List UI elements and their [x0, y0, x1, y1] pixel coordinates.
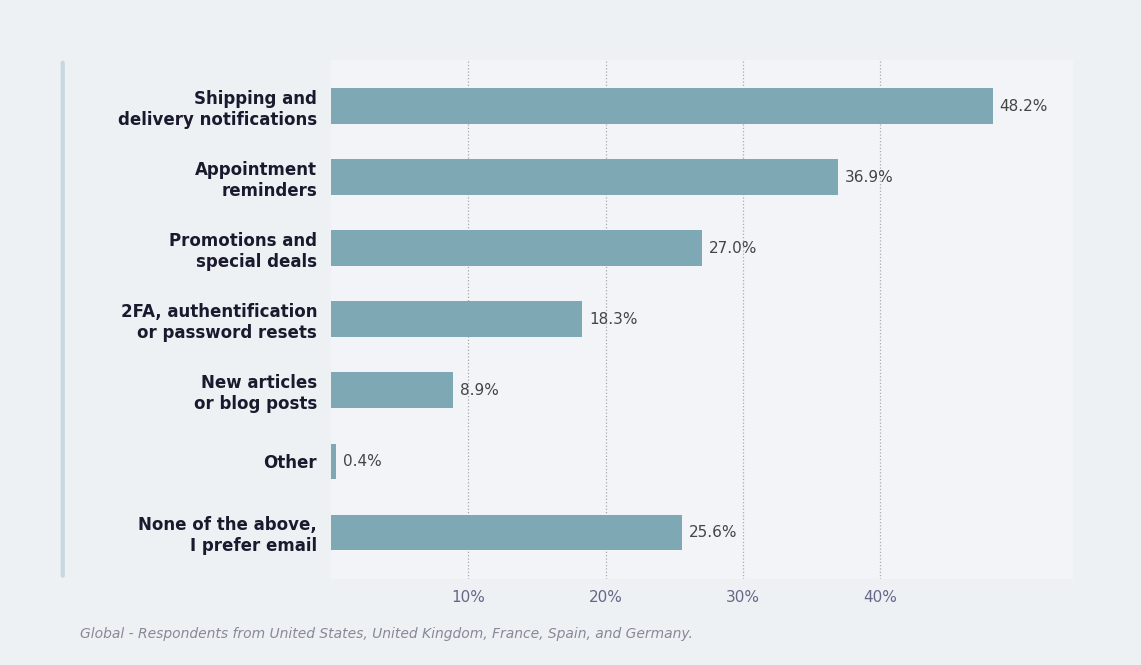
Bar [331, 444, 337, 479]
Text: 48.2%: 48.2% [1000, 98, 1049, 114]
Bar [331, 301, 582, 337]
Text: Global - Respondents from United States, United Kingdom, France, Spain, and Germ: Global - Respondents from United States,… [80, 627, 693, 642]
Text: 36.9%: 36.9% [844, 170, 893, 185]
Text: 27.0%: 27.0% [709, 241, 756, 255]
Text: 8.9%: 8.9% [460, 383, 499, 398]
Text: 18.3%: 18.3% [589, 312, 638, 327]
Bar [331, 372, 453, 408]
Text: 25.6%: 25.6% [689, 525, 738, 540]
Bar [331, 230, 702, 266]
Text: 0.4%: 0.4% [343, 454, 382, 469]
Bar [331, 160, 837, 195]
Bar [331, 88, 993, 124]
Bar [331, 515, 682, 550]
